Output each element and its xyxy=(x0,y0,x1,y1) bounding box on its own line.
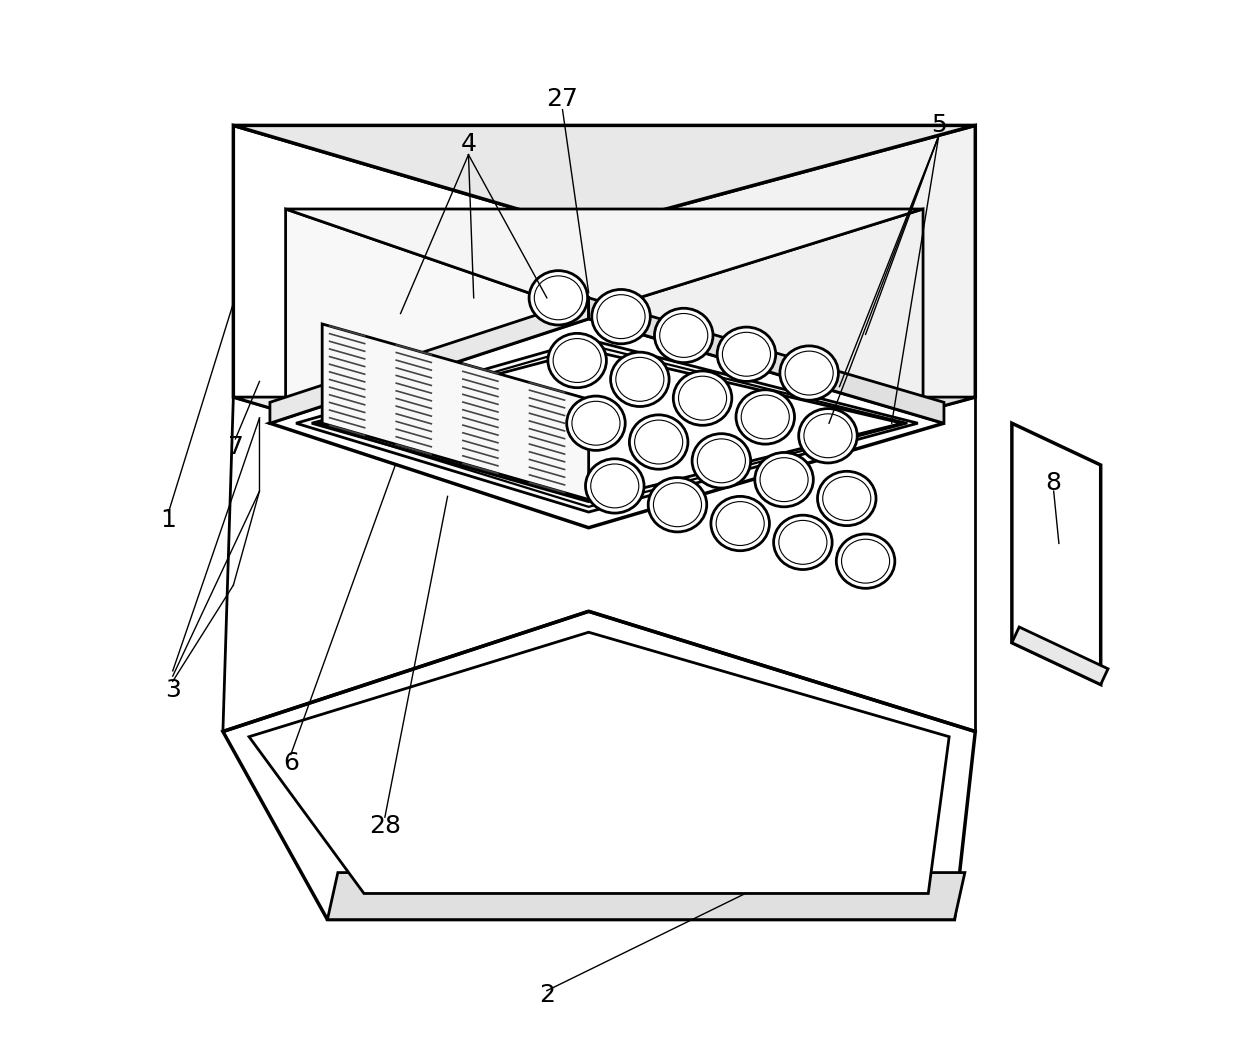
Ellipse shape xyxy=(630,415,688,469)
Polygon shape xyxy=(589,209,923,486)
Ellipse shape xyxy=(673,371,732,425)
Text: 27: 27 xyxy=(547,88,579,111)
Text: 28: 28 xyxy=(368,814,401,837)
Ellipse shape xyxy=(774,515,832,570)
Polygon shape xyxy=(296,340,918,512)
Polygon shape xyxy=(589,125,976,502)
Polygon shape xyxy=(322,324,589,500)
Polygon shape xyxy=(249,632,949,893)
Ellipse shape xyxy=(717,327,776,381)
Polygon shape xyxy=(233,125,589,502)
Polygon shape xyxy=(270,298,589,423)
Ellipse shape xyxy=(610,352,670,407)
Ellipse shape xyxy=(780,346,838,400)
Text: 1: 1 xyxy=(161,509,176,532)
Text: 5: 5 xyxy=(931,114,946,137)
Text: 3: 3 xyxy=(165,678,181,701)
Polygon shape xyxy=(589,298,944,423)
Ellipse shape xyxy=(817,471,875,526)
Text: 7: 7 xyxy=(227,436,243,459)
Polygon shape xyxy=(589,397,976,502)
Ellipse shape xyxy=(649,478,707,532)
Ellipse shape xyxy=(692,434,750,488)
Polygon shape xyxy=(1012,627,1109,684)
Polygon shape xyxy=(270,319,944,528)
Ellipse shape xyxy=(711,496,770,551)
Ellipse shape xyxy=(529,271,588,325)
Ellipse shape xyxy=(799,409,857,463)
Ellipse shape xyxy=(548,333,606,388)
Ellipse shape xyxy=(655,308,713,363)
Polygon shape xyxy=(233,125,976,230)
Ellipse shape xyxy=(755,452,813,507)
Polygon shape xyxy=(285,209,923,314)
Text: 4: 4 xyxy=(460,133,476,156)
Ellipse shape xyxy=(567,396,625,450)
Polygon shape xyxy=(1012,423,1101,684)
Text: 6: 6 xyxy=(283,751,299,774)
Ellipse shape xyxy=(591,289,650,344)
Ellipse shape xyxy=(836,534,895,588)
Text: 2: 2 xyxy=(539,983,554,1006)
Polygon shape xyxy=(233,397,589,502)
Text: 8: 8 xyxy=(1045,471,1061,494)
Ellipse shape xyxy=(585,459,644,513)
Polygon shape xyxy=(223,611,976,920)
Polygon shape xyxy=(311,350,903,502)
Ellipse shape xyxy=(737,390,795,444)
Polygon shape xyxy=(285,209,589,486)
Polygon shape xyxy=(327,873,965,920)
